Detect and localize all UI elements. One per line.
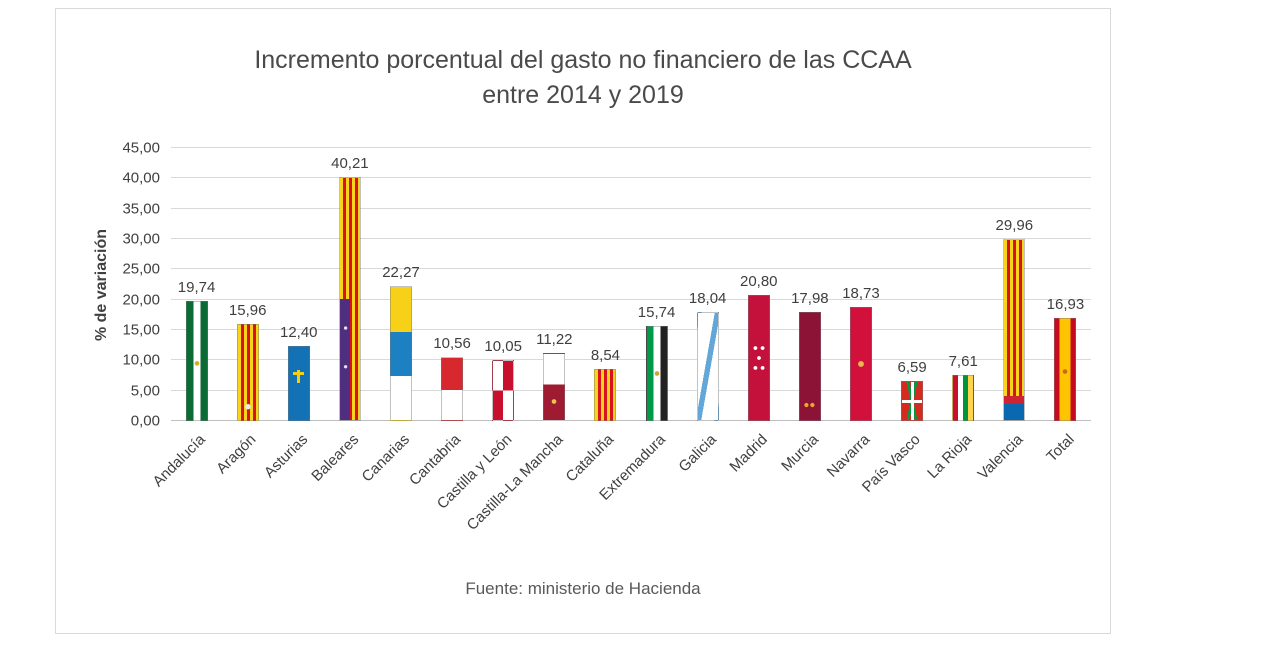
- chart-title-line2: entre 2014 y 2019: [482, 81, 684, 109]
- bar-cataluna: [594, 369, 617, 421]
- bar-galicia: [696, 311, 719, 421]
- y-tick-label: 0,00: [130, 412, 160, 430]
- y-tick-label: 15,00: [122, 321, 160, 339]
- bar-espana: [1054, 318, 1077, 421]
- y-tick-label: 5,00: [130, 382, 160, 400]
- bar-slot: 12,40 Asturias: [260, 148, 324, 482]
- bar-navarra: [849, 307, 872, 421]
- x-tick-label: Castilla-La Mancha: [463, 431, 567, 534]
- bar-asturias: [287, 345, 310, 421]
- bar-value-label: 18,73: [842, 285, 880, 303]
- bar-value-label: 17,98: [791, 289, 829, 307]
- bar-aragon: [236, 324, 259, 421]
- gridline: [171, 147, 1091, 148]
- y-tick-label: 30,00: [122, 230, 160, 248]
- y-tick-label: 45,00: [122, 139, 160, 157]
- gridline: [171, 389, 1091, 391]
- x-tick-label: Madrid: [726, 431, 771, 476]
- bar-value-label: 8,54: [590, 347, 621, 365]
- bar-value-label: 22,27: [382, 263, 420, 281]
- gridline: [171, 420, 1091, 421]
- bar-value-label: 11,22: [536, 330, 573, 348]
- x-tick-label: Murcia: [778, 431, 822, 475]
- bar-slot: 29,96 Valencia: [974, 148, 1040, 483]
- gridline: [171, 298, 1091, 300]
- bar-slot: 10,56 Cantabria: [406, 148, 478, 489]
- y-axis-ticks: 0,00 5,00 10,00 15,00 20,00 25,00 30,00 35,00 40…: [56, 140, 164, 430]
- bar-value-label: 18,04: [688, 289, 727, 307]
- bar-castilla-leon: [492, 360, 515, 421]
- bar-slot: 8,54 Cataluña: [563, 148, 631, 485]
- bar-slot: 17,98 Murcia: [778, 148, 835, 475]
- x-tick-label: Canarias: [358, 431, 414, 486]
- bar-value-label: 10,05: [484, 338, 522, 356]
- x-tick-label: La Rioja: [924, 431, 976, 482]
- bar-slot: 7,61 La Rioja: [924, 148, 989, 482]
- gridline: [171, 207, 1091, 209]
- x-tick-label: Galicia: [675, 431, 720, 476]
- bar-value-label: 19,74: [177, 279, 216, 297]
- bar-baleares: [338, 177, 361, 421]
- bar-value-label: 15,74: [637, 303, 676, 321]
- bar-andalucia: [185, 301, 208, 421]
- source-caption: Fuente: ministerio de Hacienda: [465, 579, 701, 598]
- bar-pais-vasco: [901, 381, 924, 421]
- bar-slot: 20,80 Madrid: [726, 148, 784, 476]
- x-tick-label: Asturias: [260, 431, 311, 482]
- x-tick-label: Baleares: [308, 431, 362, 485]
- gridline: [171, 268, 1091, 270]
- bar-slot: 15,96 Aragón: [213, 148, 273, 477]
- y-tick-label: 35,00: [122, 200, 160, 218]
- x-tick-label: Navarra: [823, 431, 874, 481]
- y-tick-label: 25,00: [122, 260, 160, 278]
- bar-slot: 6,59 País Vasco: [859, 148, 938, 496]
- bar-value-label: 40,21: [331, 155, 369, 173]
- bar-canarias: [389, 285, 412, 421]
- bar-cantabria: [441, 356, 464, 421]
- chart-title: Incremento porcentual del gasto no finan…: [56, 43, 1110, 113]
- bar-slot: 40,21 Baleares: [308, 148, 375, 485]
- bar-slot: 11,22 Castilla-La Mancha: [464, 148, 580, 534]
- chart-title-line1: Incremento porcentual del gasto no finan…: [254, 46, 912, 74]
- x-tick-label: Aragón: [213, 431, 260, 478]
- bar-madrid: [747, 294, 770, 421]
- gridline: [171, 329, 1091, 330]
- bar-slot: 15,74 Extremadura: [596, 148, 682, 504]
- y-tick-label: 10,00: [122, 351, 160, 369]
- bar-slot: 22,27 Canarias: [359, 148, 426, 486]
- bar-slot: 16,93 Total: [1040, 148, 1091, 465]
- bars-layer: 19,74 Andalucía 15,96 Aragón 12,40 Asturias 40…: [149, 148, 1091, 534]
- bar-value-label: 10,56: [433, 334, 471, 352]
- gridline: [171, 177, 1091, 179]
- bar-murcia: [798, 311, 821, 421]
- bar-value-label: 15,96: [228, 302, 267, 320]
- y-tick-label: 20,00: [122, 291, 160, 309]
- gridline: [171, 359, 1091, 361]
- bar-slot: 10,05 Castilla y León: [434, 148, 529, 513]
- bar-value-label: 20,80: [739, 272, 778, 290]
- bar-slot: 19,74 Andalucía: [149, 148, 222, 490]
- plot-area: 19,74 Andalucía 15,96 Aragón 12,40 Asturias 40…: [149, 147, 1091, 534]
- x-tick-label: Andalucía: [149, 431, 209, 491]
- gridline: [171, 238, 1091, 239]
- bar-value-label: 12,40: [279, 323, 318, 341]
- bar-la-rioja: [952, 374, 975, 421]
- bar-value-label: 7,61: [948, 352, 978, 370]
- chart-container: Incremento porcentual del gasto no finan…: [55, 8, 1111, 634]
- bar-value-label: 29,96: [995, 217, 1034, 235]
- bar-value-label: 6,59: [897, 359, 927, 377]
- bar-castilla-la-mancha: [543, 352, 566, 421]
- bar-value-label: 16,93: [1046, 296, 1085, 314]
- x-tick-label: Total: [1043, 431, 1078, 466]
- x-tick-label: Valencia: [974, 431, 1027, 483]
- bar-valencia: [1003, 239, 1026, 421]
- bar-slot: 18,04 Galicia: [675, 148, 733, 476]
- bar-extremadura: [645, 325, 668, 421]
- bar-slot: 18,73 Navarra: [823, 148, 886, 480]
- y-tick-label: 40,00: [122, 169, 160, 187]
